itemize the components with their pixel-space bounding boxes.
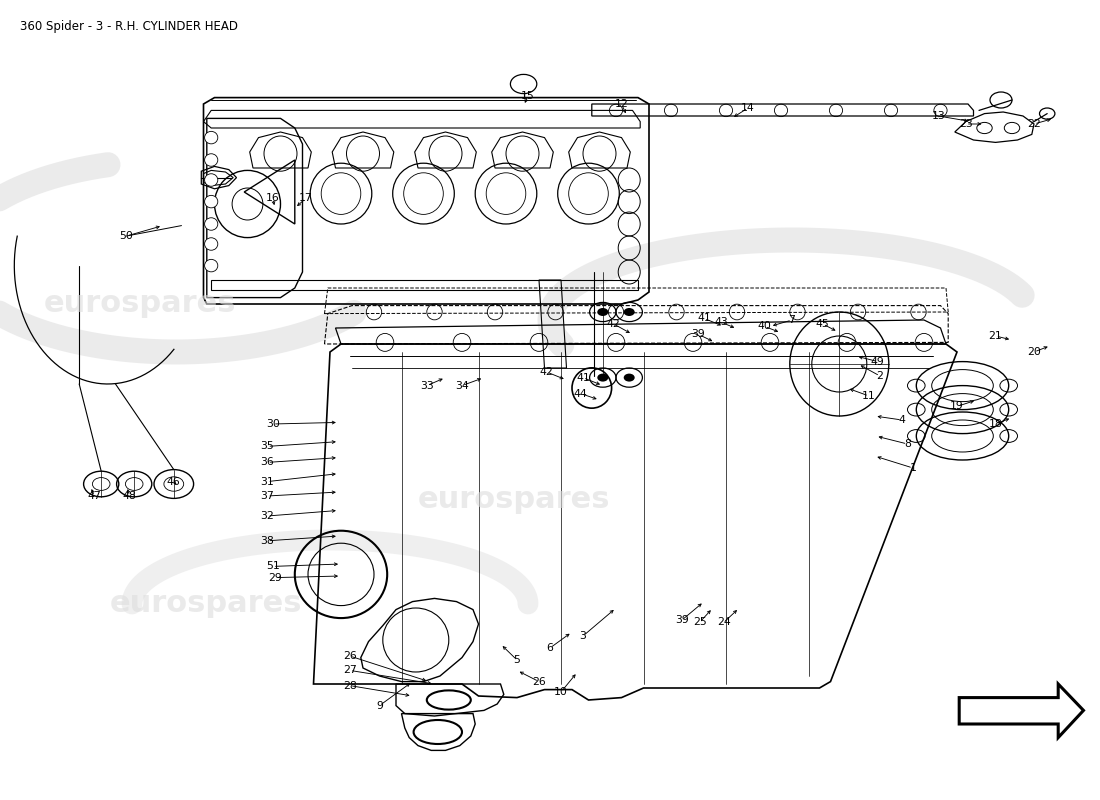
Text: 4: 4 [899, 415, 905, 425]
Text: 39: 39 [675, 615, 689, 625]
Text: 42: 42 [607, 319, 620, 329]
Text: eurospares: eurospares [418, 486, 610, 514]
Text: 30: 30 [266, 419, 279, 429]
Text: 32: 32 [261, 511, 274, 521]
Text: 36: 36 [261, 458, 274, 467]
Text: 24: 24 [717, 618, 730, 627]
Text: 28: 28 [343, 681, 356, 690]
Text: 23: 23 [959, 119, 972, 129]
Text: eurospares: eurospares [110, 590, 302, 618]
Text: 5: 5 [514, 655, 520, 665]
Text: 6: 6 [547, 643, 553, 653]
Text: eurospares: eurospares [44, 290, 236, 318]
Ellipse shape [205, 174, 218, 186]
Text: 33: 33 [420, 381, 433, 390]
Ellipse shape [597, 374, 608, 382]
Text: 360 Spider - 3 - R.H. CYLINDER HEAD: 360 Spider - 3 - R.H. CYLINDER HEAD [20, 20, 238, 33]
Text: 39: 39 [692, 330, 705, 339]
Text: 48: 48 [123, 491, 136, 501]
Text: 42: 42 [540, 367, 553, 377]
Text: 51: 51 [266, 562, 279, 571]
Text: 17: 17 [299, 194, 312, 203]
Ellipse shape [205, 238, 218, 250]
Ellipse shape [205, 218, 218, 230]
Text: 14: 14 [741, 103, 755, 113]
Text: 8: 8 [904, 439, 911, 449]
Text: 26: 26 [532, 677, 546, 686]
Text: 9: 9 [376, 701, 383, 710]
Text: 41: 41 [576, 373, 590, 382]
Text: 13: 13 [932, 111, 945, 121]
Text: 15: 15 [521, 91, 535, 101]
Text: 29: 29 [268, 573, 282, 582]
Text: 1: 1 [910, 463, 916, 473]
Text: 27: 27 [343, 666, 356, 675]
Text: 12: 12 [615, 99, 628, 109]
Text: 7: 7 [789, 315, 795, 325]
Text: 50: 50 [120, 231, 133, 241]
Text: 46: 46 [167, 477, 180, 486]
Text: 16: 16 [266, 194, 279, 203]
Ellipse shape [205, 154, 218, 166]
Ellipse shape [624, 308, 635, 316]
Text: 43: 43 [715, 318, 728, 327]
Text: 38: 38 [261, 536, 274, 546]
Text: 49: 49 [871, 357, 884, 366]
Text: 11: 11 [862, 391, 876, 401]
Text: 20: 20 [1027, 347, 1041, 357]
Text: 34: 34 [455, 381, 469, 390]
Text: 35: 35 [261, 442, 274, 451]
Text: 47: 47 [88, 491, 101, 501]
Ellipse shape [205, 131, 218, 144]
Text: 25: 25 [693, 618, 706, 627]
Text: 3: 3 [580, 631, 586, 641]
Text: 10: 10 [554, 687, 568, 697]
Text: 45: 45 [816, 319, 829, 329]
Text: 41: 41 [697, 314, 711, 323]
Ellipse shape [205, 259, 218, 272]
Ellipse shape [205, 195, 218, 208]
Text: 37: 37 [261, 491, 274, 501]
Ellipse shape [510, 74, 537, 94]
Text: 31: 31 [261, 477, 274, 486]
Ellipse shape [597, 308, 608, 316]
Text: 22: 22 [1027, 119, 1041, 129]
Text: 2: 2 [877, 371, 883, 381]
Text: 26: 26 [343, 651, 356, 661]
Text: 19: 19 [950, 402, 964, 411]
Text: 40: 40 [758, 322, 771, 331]
Text: 18: 18 [989, 419, 1002, 429]
Ellipse shape [624, 374, 635, 382]
Text: 21: 21 [989, 331, 1002, 341]
Text: 44: 44 [574, 389, 587, 398]
